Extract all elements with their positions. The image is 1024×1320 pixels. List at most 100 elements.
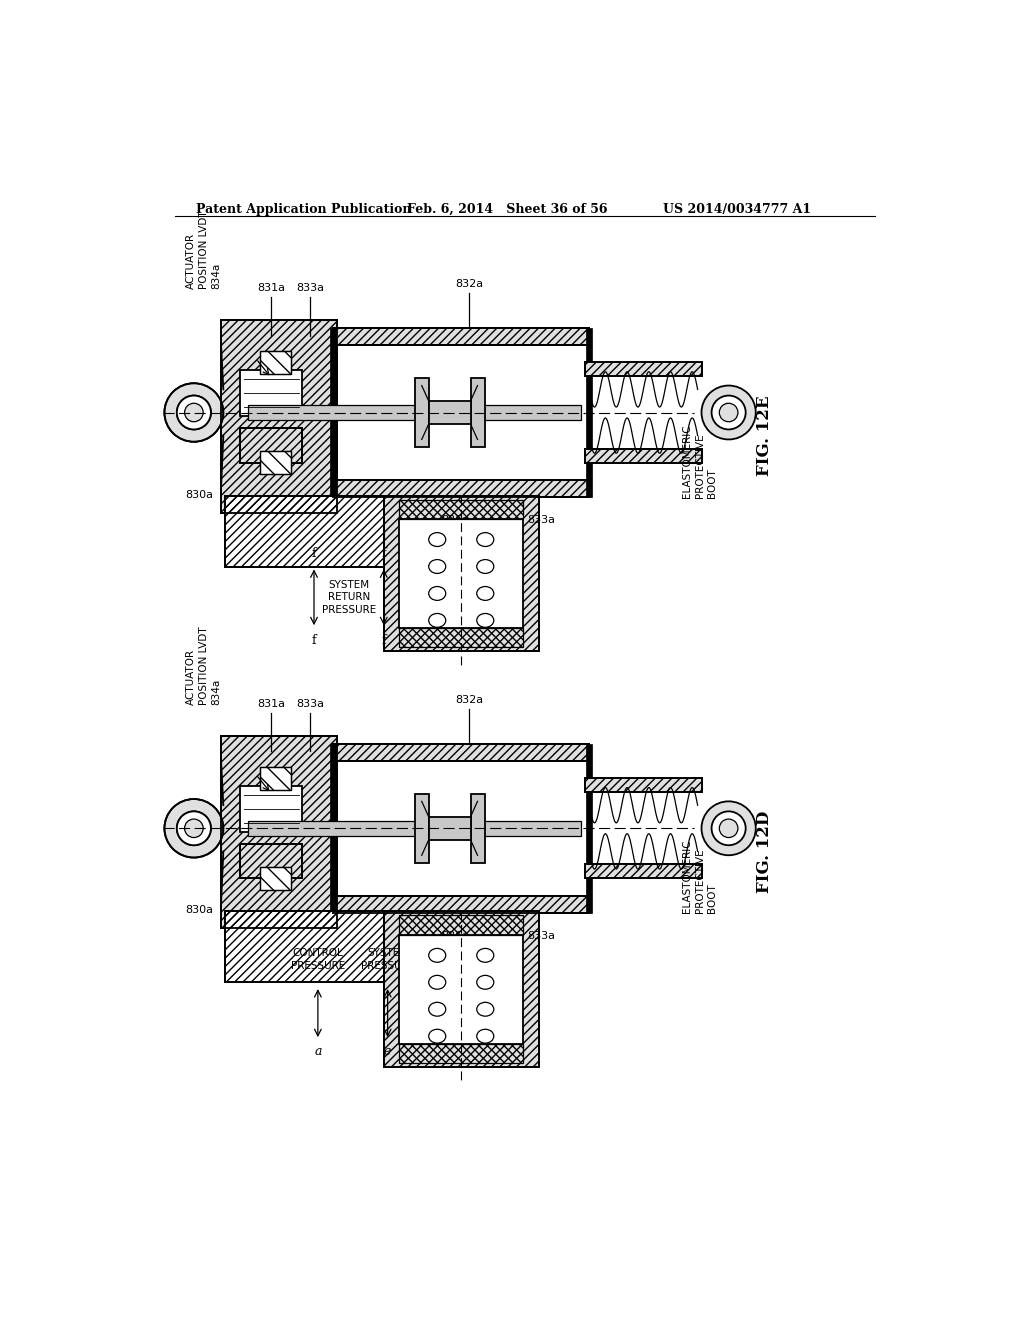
Circle shape (701, 801, 756, 855)
Bar (225, 496, 384, 566)
Bar (241, 843, 302, 878)
Text: 831a: 831a (257, 284, 286, 293)
Text: ELASTOMERIC
PROTECTIVE
BOOT: ELASTOMERIC PROTECTIVE BOOT (682, 840, 717, 913)
Bar (429, 401, 471, 424)
Text: 833a: 833a (296, 284, 325, 293)
Circle shape (701, 385, 756, 440)
Bar (260, 451, 291, 474)
Text: 831a: 831a (257, 700, 286, 709)
Text: 832a: 832a (455, 696, 483, 705)
Text: FIG. 12D: FIG. 12D (756, 810, 773, 892)
Bar (586, 865, 701, 878)
Bar (260, 767, 291, 789)
Bar (260, 351, 291, 374)
Bar (334, 896, 589, 913)
Text: 833a: 833a (296, 700, 325, 709)
Bar (384, 911, 539, 1067)
Bar (221, 737, 337, 928)
Bar (586, 779, 701, 792)
Bar (225, 496, 384, 566)
Bar (241, 370, 302, 416)
Bar (260, 867, 291, 890)
Bar (331, 327, 337, 498)
Bar (225, 911, 384, 982)
Bar (241, 843, 302, 878)
Text: 830a: 830a (185, 906, 213, 915)
Text: SYSTEM
PRESSURE: SYSTEM PRESSURE (360, 948, 415, 970)
Circle shape (719, 404, 738, 422)
Bar (241, 428, 302, 462)
Bar (586, 363, 701, 376)
Bar (334, 743, 589, 760)
Bar (399, 1044, 523, 1063)
Circle shape (177, 396, 211, 429)
Text: a: a (314, 1045, 322, 1059)
Bar (260, 767, 291, 789)
Text: f: f (311, 548, 316, 560)
Bar (260, 351, 291, 374)
Bar (429, 817, 471, 840)
Text: e: e (384, 1045, 391, 1059)
Bar (241, 428, 302, 462)
Text: 833a: 833a (527, 515, 555, 525)
Circle shape (184, 818, 203, 837)
Text: 836a: 836a (441, 515, 469, 525)
Text: US 2014/0034777 A1: US 2014/0034777 A1 (663, 203, 811, 216)
Circle shape (165, 383, 223, 442)
Bar (248, 405, 582, 420)
Bar (334, 896, 589, 913)
Bar (586, 449, 701, 462)
Bar (221, 321, 337, 512)
Text: ACTUATOR
POSITION LVDT
834a: ACTUATOR POSITION LVDT 834a (186, 211, 221, 289)
Circle shape (712, 396, 745, 429)
Bar (331, 743, 337, 913)
Text: ELASTOMERIC
PROTECTIVE
BOOT: ELASTOMERIC PROTECTIVE BOOT (682, 424, 717, 498)
Bar (399, 935, 523, 1044)
Bar (384, 496, 539, 651)
Text: f: f (381, 548, 386, 560)
Circle shape (165, 799, 223, 858)
Circle shape (184, 404, 203, 422)
Bar (384, 911, 539, 1067)
Bar (399, 499, 523, 519)
Text: FIG. 12E: FIG. 12E (756, 395, 773, 477)
Bar (334, 743, 589, 760)
Text: 836a: 836a (441, 931, 469, 941)
Text: Patent Application Publication: Patent Application Publication (197, 203, 412, 216)
Bar (586, 327, 592, 498)
Bar (334, 480, 589, 498)
Text: ACTUATOR
POSITION LVDT
834a: ACTUATOR POSITION LVDT 834a (186, 627, 221, 705)
Bar (586, 865, 701, 878)
Bar (260, 867, 291, 890)
Bar (334, 327, 589, 345)
Bar (260, 451, 291, 474)
Circle shape (712, 812, 745, 845)
Text: CONTROL
PRESSURE: CONTROL PRESSURE (291, 948, 345, 970)
Bar (586, 449, 701, 462)
Bar (586, 743, 592, 913)
Bar (415, 793, 429, 863)
Bar (334, 480, 589, 498)
Text: 833a: 833a (527, 931, 555, 941)
Bar (471, 378, 484, 447)
Bar (399, 519, 523, 628)
Circle shape (719, 818, 738, 837)
Text: f: f (381, 635, 386, 647)
Bar (248, 821, 582, 836)
Text: f: f (311, 635, 316, 647)
Bar (586, 363, 701, 376)
Bar (471, 793, 484, 863)
Text: SYSTEM
RETURN
PRESSURE: SYSTEM RETURN PRESSURE (322, 579, 376, 615)
Text: Feb. 6, 2014   Sheet 36 of 56: Feb. 6, 2014 Sheet 36 of 56 (407, 203, 607, 216)
Bar (241, 785, 302, 832)
Bar (399, 915, 523, 935)
Bar (225, 911, 384, 982)
Bar (384, 496, 539, 651)
Bar (334, 327, 589, 345)
Bar (221, 321, 337, 512)
Bar (415, 378, 429, 447)
Bar (399, 628, 523, 647)
Bar (586, 779, 701, 792)
Text: 830a: 830a (185, 490, 213, 499)
Circle shape (177, 812, 211, 845)
